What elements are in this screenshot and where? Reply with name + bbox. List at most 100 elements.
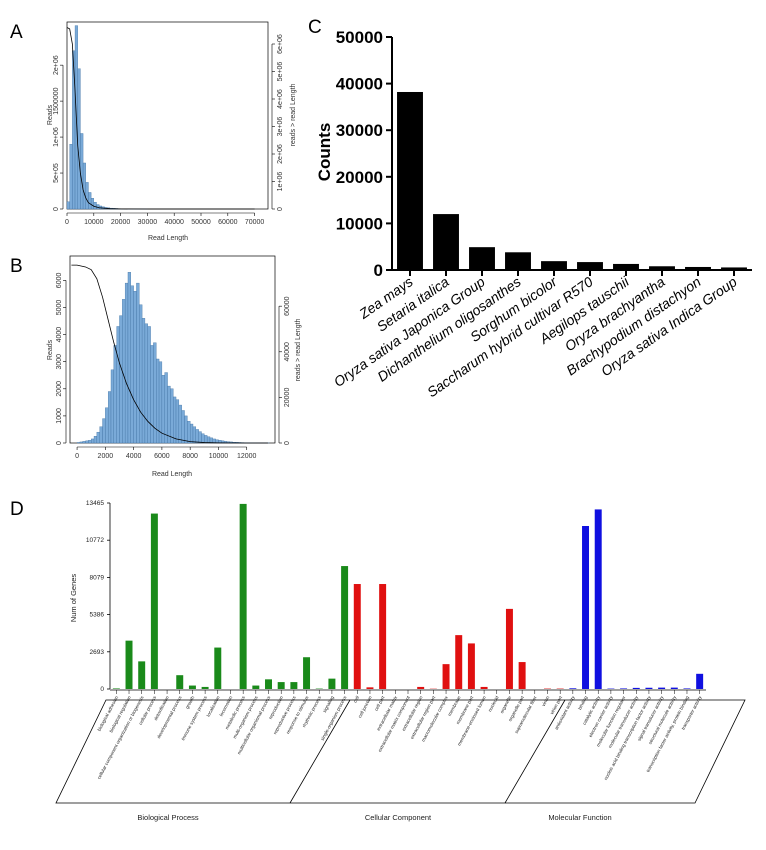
chart-b-cumulative-line [71,264,268,444]
chart-d-bar [569,688,577,689]
chart-c-y-tick-label: 50000 [336,28,383,47]
chart-b-ylabel: Reads [47,339,54,360]
chart-d-bar [125,640,133,689]
chart-a-bar [88,192,92,210]
chart-d-x-tick-label: signaling [322,695,335,714]
chart-c-bar [433,214,459,270]
chart-d-group-label: Cellular Component [365,813,432,822]
chart-b-bar [167,385,171,444]
chart-d-x-tick-label: developmental process [156,695,183,740]
chart-b-bar [173,396,177,444]
chart-b-bar [164,372,168,444]
chart-a-y2-tick-label: 0 [277,207,284,211]
chart-a-y-tick-label: 1500000 [53,87,60,114]
chart-b-y-tick-label: 5000 [56,300,63,316]
chart-d-x-tick-label: immune system process [180,695,208,742]
chart-c-y-tick-label: 10000 [336,214,383,233]
chart-a-xlabel: Read Length [148,235,188,242]
chart-d-bar [303,657,311,689]
chart-b-y-tick-label: 3000 [56,354,63,370]
chart-d-bar [658,687,666,689]
chart-d-category-band [55,699,746,804]
chart-a: 0 10000 20000 30000 40000 50000 60000 70000 0 5e+… [47,21,297,242]
chart-a-x-tick-label: 60000 [218,219,238,226]
chart-b-bar [122,299,126,444]
chart-b-bar [198,431,202,444]
chart-b-bar [116,326,120,444]
chart-a-x-tick-label: 70000 [245,219,265,226]
chart-d-bar [366,687,374,689]
chart-b-bar [195,429,199,444]
chart-d-bar [239,503,247,689]
chart-b-xlabel: Read Length [152,471,192,478]
chart-d-bar [353,584,361,689]
chart-a-x-tick-label: 20000 [111,219,131,226]
panel-label-a: A [10,22,23,43]
chart-b-bars [71,264,270,444]
chart-b-y2label: reads > read Length [295,318,302,381]
chart-a-cumulative-line [66,27,255,210]
chart-b-bar [170,388,174,444]
chart-a-bars [66,25,255,210]
chart-d-bar [620,688,628,689]
chart-a-x-tick-label: 40000 [164,219,184,226]
chart-d-y-tick-label: 8079 [90,574,105,581]
chart-a-bar [90,198,94,210]
chart-a-y2-tick-label: 2e+06 [277,144,284,164]
chart-b: 0 2000 4000 6000 8000 10000 12000 0 1000 2000 3000… [47,255,302,478]
chart-b-y-tick-label: 2000 [56,381,63,397]
chart-b-y2-tick-label: 40000 [284,342,291,362]
chart-d-bar [138,661,146,689]
chart-b-bar [144,323,148,444]
chart-b-y-tick-label: 0 [56,441,63,445]
panel-label-b: B [10,256,23,277]
chart-a-y2-tick-label: 4e+06 [277,89,284,109]
chart-b-bar [150,345,154,444]
chart-a-y2-tick-label: 5e+06 [277,62,284,82]
chart-c-bar [469,247,495,270]
chart-d-ylabel: Num of Genes [69,574,78,623]
chart-b-bar [189,423,194,444]
chart-c-bar [721,267,747,270]
chart-a-y2-tick-label: 1e+06 [277,172,284,192]
chart-a-y2-tick-label: 3e+06 [277,117,284,137]
chart-d-x-tick-label: nucleoid [487,695,500,713]
chart-b-x-tick-label: 10000 [209,453,229,460]
chart-c-ylabel: Counts [315,123,334,182]
chart-a-bar [80,133,84,210]
chart-a-axes: 0 10000 20000 30000 40000 50000 60000 70000 0 5e+… [53,34,284,226]
chart-b-bar [130,285,134,444]
chart-a-y2label: reads > read Length [290,83,297,146]
chart-b-bar [113,345,117,444]
chart-a-bar [93,201,97,210]
chart-c-bar [577,262,603,270]
chart-d-bar [645,687,653,689]
chart-d-x-tick-label: single-organism process [320,695,348,742]
chart-d-bar [214,647,222,689]
chart-d-bar [277,682,285,689]
chart-b-bar [110,369,115,444]
chart-d-x-tick-label: virion [541,695,551,707]
chart-b-bar [96,431,100,444]
chart-b-bar [99,426,103,444]
chart-d-bar [417,686,425,689]
chart-d-bar [290,682,298,689]
chart-a-x-tick-label: 30000 [138,219,158,226]
chart-d-bar [467,643,475,689]
chart-b-x-tick-label: 2000 [98,453,114,460]
chart-d-bar [328,678,336,689]
chart-d-bar [632,687,640,689]
chart-d-bar [341,566,349,689]
chart-a-bar [82,162,86,210]
chart-a-ylabel: Reads [47,104,54,125]
chart-b-x-tick-label: 0 [75,453,79,460]
chart-d-group-divider [504,699,566,804]
chart-d-x-tick-label: cell [353,695,361,703]
chart-a-y-tick-label: 5e+05 [53,163,60,183]
chart-d-y-tick-label: 13465 [86,500,104,507]
chart-c-bar [685,266,711,270]
chart-d-bar [696,673,704,689]
chart-d-x-tick-label: organelle [499,695,512,714]
